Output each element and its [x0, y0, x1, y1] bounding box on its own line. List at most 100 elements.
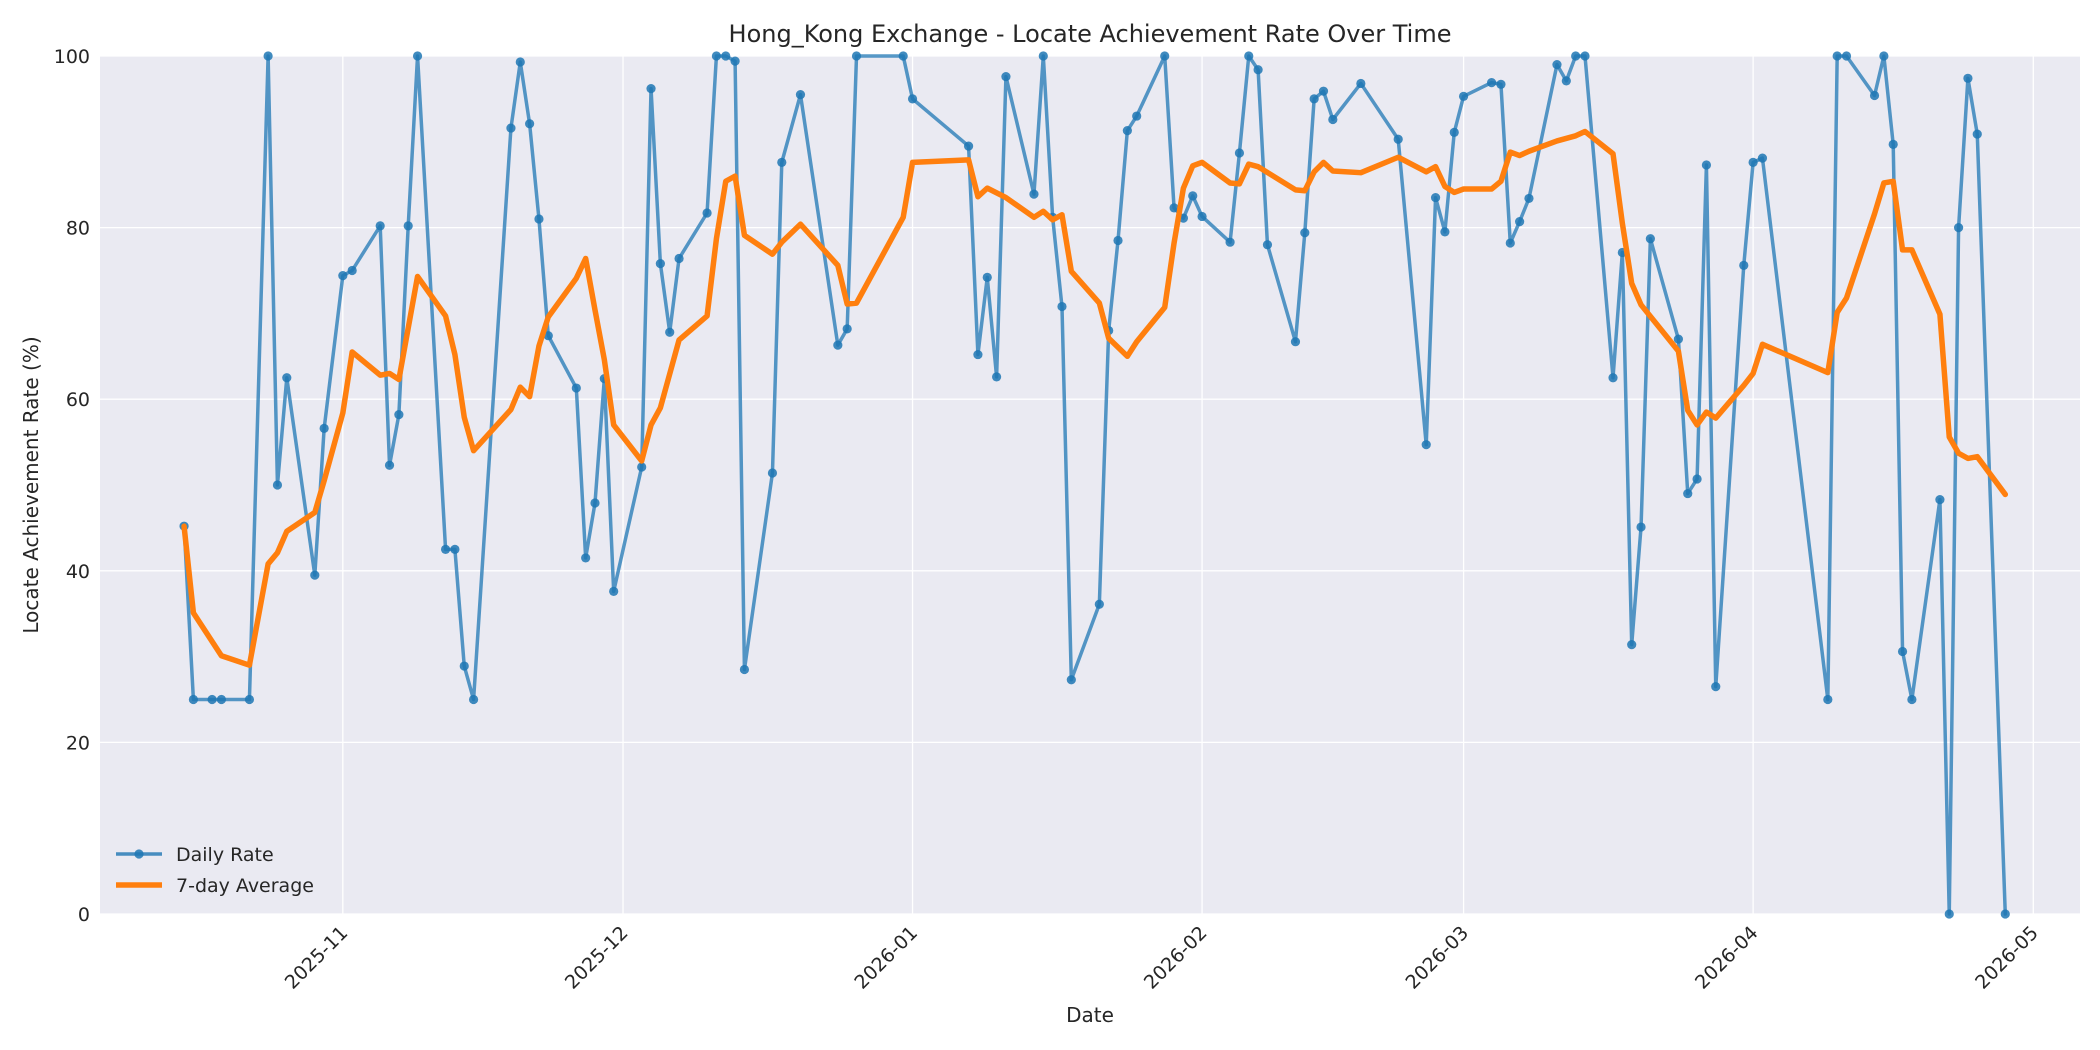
daily-rate-point: [1701, 160, 1712, 170]
daily-rate-point: [310, 570, 320, 580]
grid-lines: [100, 55, 2080, 915]
daily-rate-point: [637, 462, 647, 472]
daily-rate-point: [1888, 139, 1898, 149]
daily-rate-point: [1449, 127, 1459, 137]
legend-label-average: 7-day Average: [176, 875, 314, 897]
x-tick-labels: 2025-11 2025-12 2026-01 2026-02 2026-03 2026-…: [281, 922, 2043, 994]
daily-rate-point: [347, 265, 357, 276]
daily-rate-point: [1711, 682, 1721, 692]
daily-rate-point: [674, 253, 684, 264]
daily-rate-point: [1524, 193, 1534, 204]
daily-rate-point: [1907, 694, 1917, 705]
x-tick-label: 2026-01: [850, 922, 922, 994]
daily-rate-point: [730, 56, 740, 66]
daily-rate-point: [1356, 78, 1366, 89]
daily-rate-point: [272, 480, 283, 490]
daily-rate-point: [263, 51, 273, 61]
daily-rate-point: [1066, 675, 1076, 685]
daily-rate-point: [1421, 440, 1431, 450]
daily-rate-point: [1944, 909, 1954, 919]
daily-rate-point: [777, 157, 787, 167]
daily-rate-point: [1487, 78, 1497, 88]
legend-marker-daily: [134, 849, 144, 859]
daily-rate-point: [1757, 153, 1768, 163]
daily-rate-point: [982, 272, 992, 282]
daily-rate-point: [1393, 134, 1403, 144]
legend-label-daily: Daily Rate: [176, 844, 274, 866]
daily-rate-point: [1683, 488, 1693, 499]
daily-rate-point: [1869, 90, 1880, 101]
daily-rate-point: [384, 460, 395, 470]
daily-rate-point: [1169, 203, 1179, 213]
daily-rate-point: [1197, 211, 1207, 222]
daily-rate-point: [394, 410, 404, 420]
daily-rate-point: [1160, 51, 1170, 61]
daily-rate-point: [188, 694, 198, 705]
daily-rate-point: [1458, 91, 1469, 101]
daily-rate-point: [319, 423, 329, 433]
y-tick-label: 100: [54, 46, 90, 68]
daily-rate-point: [2000, 909, 2010, 919]
plot-background: [100, 56, 2080, 914]
daily-rate-point: [1645, 234, 1655, 244]
daily-rate-point: [1057, 301, 1067, 312]
y-tick-label: 60: [66, 389, 90, 411]
daily-rate-point: [375, 221, 385, 231]
daily-rate-point: [1673, 334, 1683, 344]
daily-rate-point: [1094, 599, 1104, 609]
series-layer: [179, 51, 2010, 919]
daily-rate-point: [1309, 94, 1319, 104]
daily-rate-point: [1496, 79, 1506, 89]
daily-rate-point: [721, 51, 731, 61]
daily-rate-point: [534, 214, 544, 224]
daily-rate-point: [1832, 51, 1842, 61]
daily-rate-point: [525, 119, 535, 129]
daily-rate-point: [543, 331, 553, 341]
daily-rate-point: [739, 664, 750, 675]
y-tick-labels: 0 20 40 60 80 100: [54, 46, 90, 926]
daily-rate-point: [655, 259, 665, 269]
daily-rate-point: [1225, 237, 1235, 247]
daily-rate-point: [1505, 238, 1515, 248]
daily-rate-point: [1113, 235, 1123, 246]
daily-rate-point: [282, 373, 292, 383]
daily-rate-point: [450, 544, 460, 554]
daily-rate-point: [851, 51, 862, 61]
y-tick-label: 20: [66, 732, 90, 754]
seven-day-average-line: [181, 128, 2009, 668]
daily-rate-point: [338, 271, 348, 281]
y-tick-label: 80: [66, 218, 90, 240]
daily-rate-point: [1748, 157, 1758, 167]
daily-rate-point: [795, 90, 806, 100]
daily-rate-point: [590, 498, 600, 508]
daily-rate-point: [1897, 646, 1908, 657]
y-tick-label: 40: [66, 561, 90, 583]
daily-rate-point: [1972, 129, 1982, 139]
daily-rate-point: [1029, 189, 1039, 199]
daily-rate-point: [1318, 86, 1329, 96]
daily-rate-point: [403, 221, 413, 231]
x-axis-label: Date: [1066, 1003, 1114, 1027]
x-tick-label: 2026-04: [1691, 922, 1763, 994]
daily-rate-point: [973, 349, 983, 360]
x-tick-label: 2025-12: [561, 922, 633, 994]
daily-rate-point: [609, 586, 619, 596]
legend: Daily Rate 7-day Average: [116, 844, 314, 897]
daily-rate-point: [1627, 639, 1637, 650]
daily-rate-point: [1234, 148, 1245, 158]
daily-rate-point: [506, 123, 516, 133]
chart-title: Hong_Kong Exchange - Locate Achievement …: [729, 20, 1452, 48]
daily-rate-point: [1879, 51, 1889, 61]
daily-rate-point: [646, 84, 656, 94]
daily-rate-point: [1122, 126, 1132, 136]
daily-rate-point: [1692, 474, 1702, 484]
daily-rate-point: [440, 544, 451, 554]
daily-rate-point: [1571, 51, 1581, 61]
daily-rate-point: [1253, 65, 1263, 75]
daily-rate-point: [1963, 73, 1973, 83]
daily-rate-line: [182, 54, 2008, 916]
daily-rate-point: [907, 94, 918, 104]
daily-rate-point: [1841, 51, 1852, 61]
daily-rate-point: [515, 57, 525, 67]
